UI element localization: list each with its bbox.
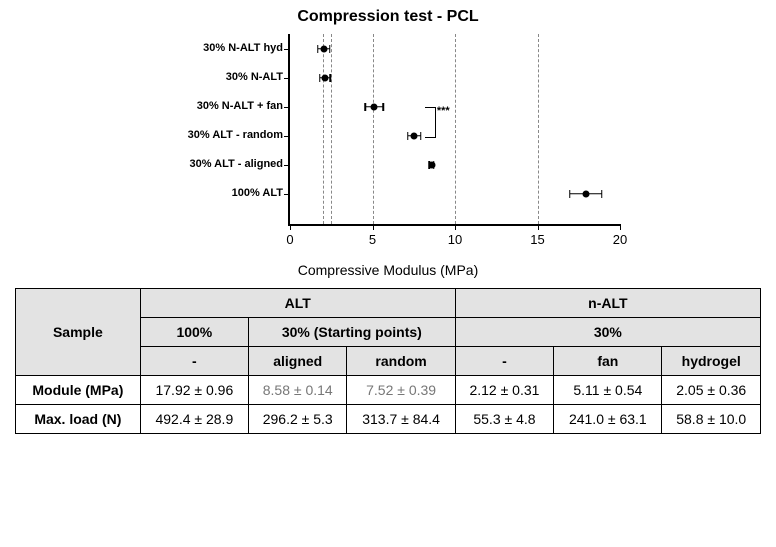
y-category-label: 30% ALT - random xyxy=(188,121,283,150)
sub-hydrogel: hydrogel xyxy=(662,347,761,376)
cell: 7.52 ± 0.39 xyxy=(347,376,455,405)
error-cap xyxy=(601,190,603,198)
y-category-labels: 30% N-ALT hyd30% N-ALT30% N-ALT + fan30%… xyxy=(188,34,283,208)
gridline xyxy=(455,34,456,224)
x-tick xyxy=(455,224,456,230)
error-cap xyxy=(407,132,409,140)
col-30start: 30% (Starting points) xyxy=(248,318,455,347)
cell: 296.2 ± 5.3 xyxy=(248,405,347,434)
x-tick-label: 0 xyxy=(286,232,293,247)
error-cap xyxy=(319,74,321,82)
cell: 58.8 ± 10.0 xyxy=(662,405,761,434)
y-category-label: 100% ALT xyxy=(188,179,283,208)
y-category-label: 30% N-ALT + fan xyxy=(188,92,283,121)
error-cap xyxy=(317,45,319,53)
x-tick xyxy=(620,224,621,230)
cell: 8.58 ± 0.14 xyxy=(248,376,347,405)
col-100: 100% xyxy=(140,318,248,347)
x-tick xyxy=(538,224,539,230)
gridline xyxy=(538,34,539,224)
y-category-label: 30% ALT - aligned xyxy=(188,150,283,179)
gridline xyxy=(373,34,374,224)
y-tick xyxy=(284,136,290,138)
sub-dash-1: - xyxy=(140,347,248,376)
error-cap xyxy=(420,132,422,140)
y-tick xyxy=(284,107,290,109)
data-point xyxy=(428,161,435,168)
error-cap xyxy=(569,190,571,198)
col-sample: Sample xyxy=(16,289,141,376)
data-point xyxy=(320,45,327,52)
y-tick xyxy=(284,194,290,196)
sub-random: random xyxy=(347,347,455,376)
col-alt: ALT xyxy=(140,289,455,318)
y-tick xyxy=(284,49,290,51)
row-label: Max. load (N) xyxy=(16,405,141,434)
x-tick-label: 10 xyxy=(448,232,462,247)
error-cap xyxy=(365,103,367,111)
sub-fan: fan xyxy=(554,347,662,376)
cell: 17.92 ± 0.96 xyxy=(140,376,248,405)
y-category-label: 30% N-ALT xyxy=(188,63,283,92)
x-tick xyxy=(290,224,291,230)
y-tick xyxy=(284,165,290,167)
data-point xyxy=(582,190,589,197)
data-table: Sample ALT n-ALT 100% 30% (Starting poin… xyxy=(15,288,761,434)
cell: 492.4 ± 28.9 xyxy=(140,405,248,434)
chart-title: Compression test - PCL xyxy=(0,0,776,26)
cell: 313.7 ± 84.4 xyxy=(347,405,455,434)
y-category-label: 30% N-ALT hyd xyxy=(188,34,283,63)
significance-bracket xyxy=(425,107,436,138)
x-axis-title: Compressive Modulus (MPa) xyxy=(0,262,776,278)
data-point xyxy=(411,132,418,139)
x-tick xyxy=(373,224,374,230)
cell: 241.0 ± 63.1 xyxy=(554,405,662,434)
y-tick xyxy=(284,78,290,80)
error-cap xyxy=(329,45,331,53)
sub-aligned: aligned xyxy=(248,347,347,376)
error-cap xyxy=(329,74,331,82)
cell: 2.12 ± 0.31 xyxy=(455,376,554,405)
gridline xyxy=(331,34,332,224)
row-maxload: Max. load (N) 492.4 ± 28.9 296.2 ± 5.3 3… xyxy=(16,405,761,434)
col-nalt: n-ALT xyxy=(455,289,760,318)
col-30: 30% xyxy=(455,318,760,347)
cell: 55.3 ± 4.8 xyxy=(455,405,554,434)
sub-dash-2: - xyxy=(455,347,554,376)
x-tick-label: 15 xyxy=(530,232,544,247)
row-label: Module (MPa) xyxy=(16,376,141,405)
cell: 5.11 ± 0.54 xyxy=(554,376,662,405)
cell: 2.05 ± 0.36 xyxy=(662,376,761,405)
x-tick-label: 5 xyxy=(369,232,376,247)
data-point xyxy=(371,103,378,110)
significance-label: *** xyxy=(437,105,450,117)
error-cap xyxy=(382,103,384,111)
gridline xyxy=(323,34,324,224)
plot-region: 05101520*** xyxy=(288,34,620,226)
row-module: Module (MPa) 17.92 ± 0.96 8.58 ± 0.14 7.… xyxy=(16,376,761,405)
data-point xyxy=(321,74,328,81)
chart-area: 30% N-ALT hyd30% N-ALT30% N-ALT + fan30%… xyxy=(138,34,638,234)
x-tick-label: 20 xyxy=(613,232,627,247)
